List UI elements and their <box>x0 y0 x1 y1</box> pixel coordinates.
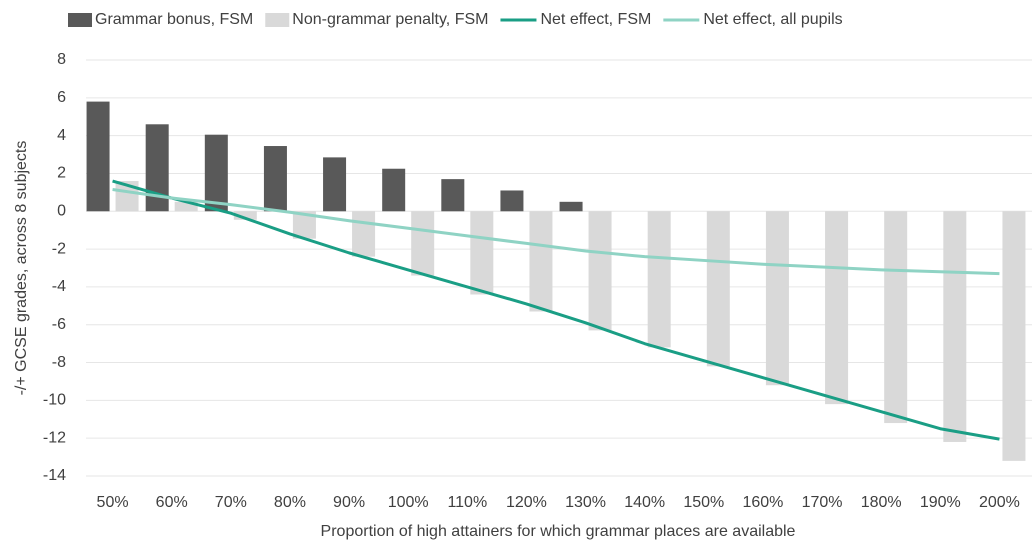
y-tick-label: -12 <box>43 429 66 446</box>
bar <box>500 190 524 212</box>
bar <box>765 211 789 386</box>
x-tick-label: 140% <box>624 494 665 511</box>
bar <box>145 124 169 212</box>
bar <box>825 211 849 405</box>
y-tick-label: 2 <box>57 165 66 182</box>
bar <box>411 211 435 276</box>
x-tick-label: 50% <box>97 494 129 511</box>
bar <box>263 146 287 212</box>
bar <box>204 134 228 212</box>
x-tick-label: 90% <box>333 494 365 511</box>
bar <box>706 211 730 367</box>
bar <box>647 211 671 348</box>
bar <box>559 201 583 212</box>
y-axis-title: -/+ GCSE grades, across 8 subjects <box>13 141 30 396</box>
x-tick-label: 130% <box>565 494 606 511</box>
x-tick-label: 190% <box>920 494 961 511</box>
x-tick-label: 200% <box>979 494 1020 511</box>
x-axis-title: Proportion of high attainers for which g… <box>321 523 796 540</box>
y-tick-label: -6 <box>52 316 66 333</box>
legend-label: Grammar bonus, FSM <box>95 11 253 28</box>
y-tick-label: -2 <box>52 240 66 257</box>
x-tick-label: 160% <box>742 494 783 511</box>
bar <box>943 211 967 442</box>
bar <box>588 211 612 331</box>
bar <box>352 211 376 257</box>
bar <box>174 201 198 212</box>
y-tick-label: -10 <box>43 392 66 409</box>
legend-swatch <box>265 13 290 27</box>
x-tick-label: 180% <box>861 494 902 511</box>
y-tick-label: 0 <box>57 202 66 219</box>
legend-swatch <box>68 13 92 27</box>
bar <box>86 101 110 212</box>
legend-label: Net effect, all pupils <box>703 11 842 28</box>
x-tick-label: 80% <box>274 494 306 511</box>
line <box>112 188 1000 276</box>
bar <box>470 211 494 295</box>
line <box>112 179 1000 441</box>
y-tick-label: -14 <box>43 467 66 484</box>
bar <box>884 211 908 424</box>
x-tick-label: 100% <box>388 494 429 511</box>
bar <box>292 211 316 239</box>
x-tick-label: 170% <box>802 494 843 511</box>
x-tick-label: 60% <box>156 494 188 511</box>
legend-label: Non-grammar penalty, FSM <box>292 11 488 28</box>
legend: Grammar bonus, FSM Non-grammar penalty, F… <box>68 11 843 28</box>
bar <box>233 211 257 220</box>
y-tick-label: -4 <box>52 278 66 295</box>
legend-label: Net effect, FSM <box>540 11 651 28</box>
bar <box>1002 211 1026 461</box>
y-tick-label: 4 <box>57 127 66 144</box>
y-tick-label: -8 <box>52 354 66 371</box>
bar <box>115 181 139 212</box>
x-tick-label: 110% <box>447 494 487 511</box>
bar <box>323 157 347 212</box>
bar <box>382 168 406 212</box>
bar <box>529 211 553 312</box>
x-tick-label: 150% <box>683 494 724 511</box>
x-tick-label: 70% <box>215 494 247 511</box>
y-tick-label: 8 <box>57 51 66 68</box>
x-tick-label: 120% <box>506 494 547 511</box>
bar <box>441 179 465 212</box>
y-tick-label: 6 <box>57 89 66 106</box>
